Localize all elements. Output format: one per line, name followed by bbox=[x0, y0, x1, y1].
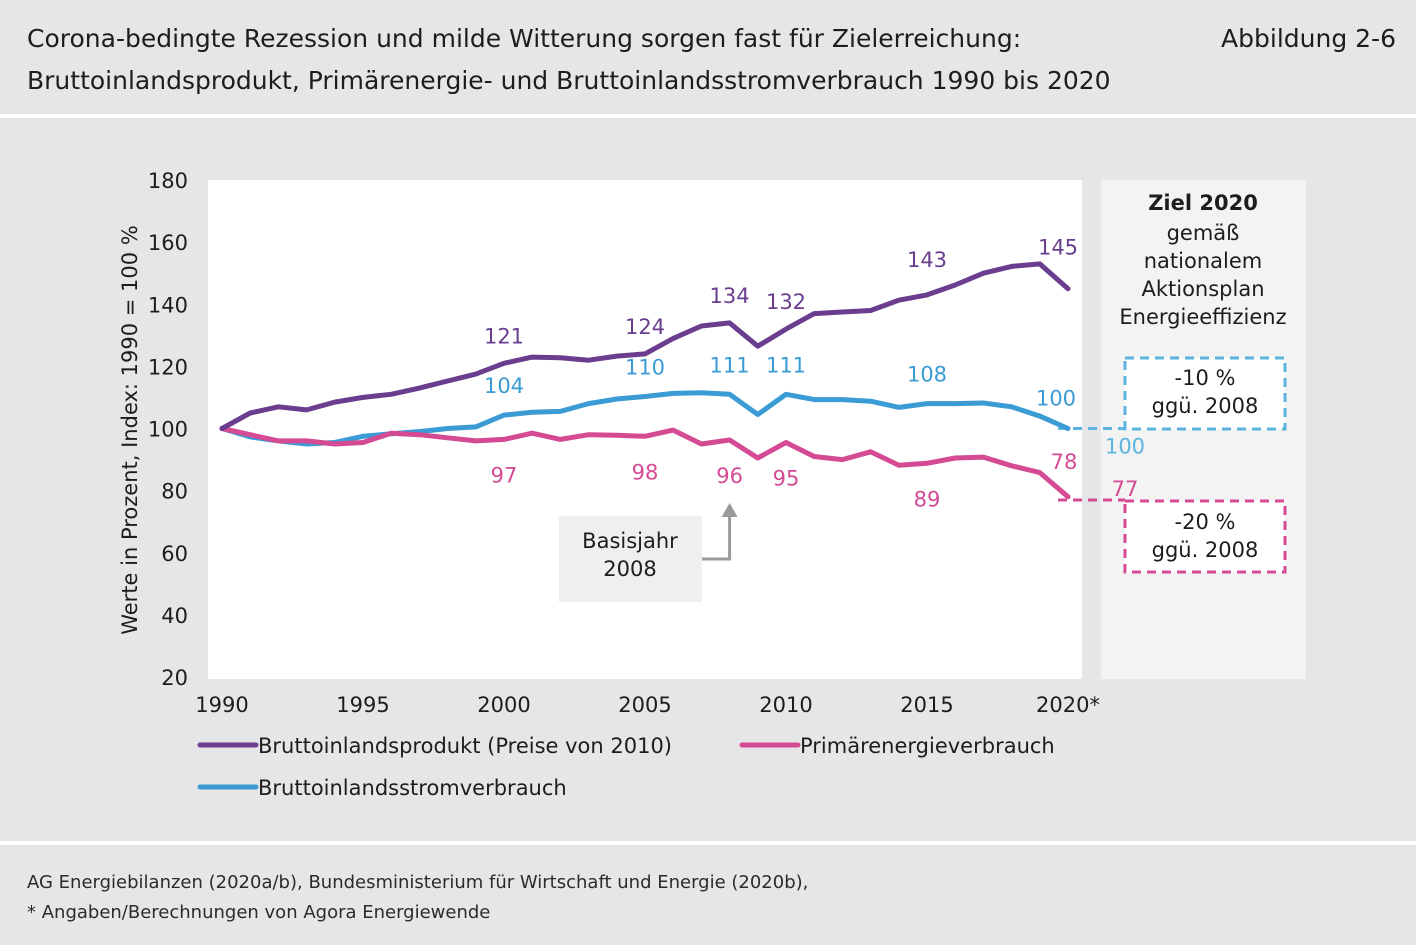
data-label: 100 bbox=[1036, 387, 1076, 411]
basisjahr-arrow bbox=[702, 516, 732, 561]
y-axis-label: Werte in Prozent, Index: 1990 = 100 % bbox=[118, 225, 142, 635]
data-label: 78 bbox=[1051, 450, 1078, 474]
data-label: 104 bbox=[484, 374, 524, 398]
target-strom-value: 100 bbox=[1105, 435, 1145, 459]
y-tick-label: 20 bbox=[161, 666, 188, 690]
x-tick-label: 2020* bbox=[1036, 693, 1100, 717]
basisjahr-arrowhead bbox=[721, 503, 738, 517]
footer-divider bbox=[0, 841, 1416, 845]
target-strom-percent: -10 % bbox=[1175, 366, 1236, 390]
target-panel-title: Ziel 2020 bbox=[1148, 191, 1258, 215]
target-panel-line: gemäß bbox=[1167, 221, 1240, 245]
basisjahr-label: Basisjahr bbox=[582, 529, 678, 553]
data-label: 98 bbox=[632, 460, 659, 484]
series-lines bbox=[219, 261, 1071, 500]
series-line bbox=[219, 261, 1071, 431]
chart-title: Corona-bedingte Rezession und milde Witt… bbox=[27, 24, 1022, 53]
x-tick-label: 2015 bbox=[900, 693, 953, 717]
x-tick-label: 2005 bbox=[618, 693, 671, 717]
target-primaer-box bbox=[1123, 499, 1287, 574]
y-tick-label: 40 bbox=[161, 604, 188, 628]
data-label: 110 bbox=[625, 356, 665, 380]
target-panel-line: Energieeffizienz bbox=[1119, 305, 1286, 329]
line-chart: Ziel 2020 gemäß nationalem Aktionsplan E… bbox=[118, 169, 1306, 800]
data-label: 121 bbox=[484, 324, 524, 348]
target-strom-box bbox=[1123, 356, 1287, 431]
y-tick-label: 60 bbox=[161, 542, 188, 566]
data-labels: 121 124 134 132 143 145 97 98 96 95 89 78 104 110 111 1… bbox=[484, 236, 1078, 512]
y-axis-ticks: 20 40 60 80 100 120 140 160 180 bbox=[148, 169, 188, 690]
legend: Bruttoinlandsprodukt (Preise von 2010) Pr… bbox=[197, 734, 1055, 800]
legend-label: Primärenergieverbrauch bbox=[800, 734, 1055, 758]
data-label: 96 bbox=[716, 464, 743, 488]
data-label: 97 bbox=[491, 463, 518, 487]
y-tick-label: 140 bbox=[148, 293, 188, 317]
header-divider bbox=[0, 114, 1416, 118]
data-label: 143 bbox=[907, 248, 947, 272]
data-label: 89 bbox=[914, 487, 941, 511]
legend-label: Bruttoinlandsstromverbrauch bbox=[258, 776, 567, 800]
target-primaer-value: 77 bbox=[1112, 477, 1139, 501]
series-line bbox=[219, 390, 1071, 447]
target-primaer-percent: -20 % bbox=[1175, 510, 1236, 534]
x-axis-ticks: 1990 1995 2000 2005 2010 2015 2020* bbox=[195, 693, 1100, 717]
chart-subtitle: Bruttoinlandsprodukt, Primärenergie- und… bbox=[27, 66, 1111, 95]
y-tick-label: 160 bbox=[148, 231, 188, 255]
target-strom-ref: ggü. 2008 bbox=[1152, 394, 1259, 418]
x-tick-label: 2010 bbox=[759, 693, 812, 717]
data-label: 111 bbox=[766, 353, 806, 377]
data-label: 134 bbox=[710, 284, 750, 308]
data-label: 108 bbox=[907, 363, 947, 387]
series-line bbox=[219, 426, 1071, 500]
y-tick-label: 120 bbox=[148, 355, 188, 379]
target-panel-line: nationalem bbox=[1144, 249, 1262, 273]
basisjahr-box bbox=[559, 516, 702, 602]
footnote: * Angaben/Berechnungen von Agora Energie… bbox=[27, 902, 491, 923]
y-tick-label: 100 bbox=[148, 418, 188, 442]
source-note: AG Energiebilanzen (2020a/b), Bundesmini… bbox=[27, 872, 809, 893]
data-label: 111 bbox=[710, 353, 750, 377]
basisjahr-year: 2008 bbox=[603, 557, 656, 581]
x-tick-label: 1995 bbox=[336, 693, 389, 717]
y-tick-label: 80 bbox=[161, 480, 188, 504]
data-label: 132 bbox=[766, 290, 806, 314]
data-label: 145 bbox=[1038, 236, 1078, 260]
target-primaer-ref: ggü. 2008 bbox=[1152, 538, 1259, 562]
x-tick-label: 2000 bbox=[477, 693, 530, 717]
legend-label: Bruttoinlandsprodukt (Preise von 2010) bbox=[258, 734, 672, 758]
data-label: 95 bbox=[773, 466, 800, 490]
header: Corona-bedingte Rezession und milde Witt… bbox=[0, 0, 1416, 114]
target-panel-line: Aktionsplan bbox=[1141, 277, 1264, 301]
data-label: 124 bbox=[625, 315, 665, 339]
y-tick-label: 180 bbox=[148, 169, 188, 193]
figure-number: Abbildung 2-6 bbox=[1221, 24, 1396, 53]
plot-area bbox=[208, 180, 1082, 679]
x-tick-label: 1990 bbox=[195, 693, 248, 717]
